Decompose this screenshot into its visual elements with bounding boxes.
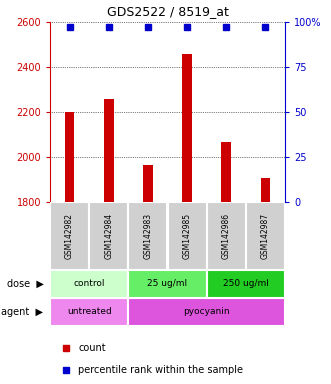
Text: GSM142982: GSM142982 [65, 213, 74, 259]
Text: control: control [73, 280, 105, 288]
Bar [207, 270, 285, 298]
Text: percentile rank within the sample: percentile rank within the sample [78, 365, 243, 375]
Text: GSM142987: GSM142987 [261, 213, 270, 259]
Text: 25 ug/ml: 25 ug/ml [147, 280, 188, 288]
Text: pyocyanin: pyocyanin [183, 308, 230, 316]
Bar [143, 165, 153, 202]
Bar [167, 202, 207, 270]
Bar [260, 179, 270, 202]
Bar [104, 99, 114, 202]
Bar [221, 142, 231, 202]
Bar [50, 202, 89, 270]
Bar [50, 270, 128, 298]
Bar [246, 202, 285, 270]
Text: GSM142984: GSM142984 [104, 213, 113, 259]
Bar [50, 298, 128, 326]
Text: GDS2522 / 8519_at: GDS2522 / 8519_at [107, 5, 228, 18]
Text: GSM142986: GSM142986 [222, 213, 231, 259]
Text: dose  ▶: dose ▶ [7, 279, 43, 289]
Bar [65, 112, 74, 202]
Text: GSM142985: GSM142985 [183, 213, 192, 259]
Text: agent  ▶: agent ▶ [1, 307, 43, 317]
Bar [128, 202, 167, 270]
Text: GSM142983: GSM142983 [143, 213, 152, 259]
Bar [128, 298, 285, 326]
Bar [207, 202, 246, 270]
Text: 250 ug/ml: 250 ug/ml [223, 280, 269, 288]
Bar [182, 53, 192, 202]
Bar [128, 270, 207, 298]
Text: untreated: untreated [67, 308, 112, 316]
Text: count: count [78, 343, 106, 353]
Bar [89, 202, 128, 270]
